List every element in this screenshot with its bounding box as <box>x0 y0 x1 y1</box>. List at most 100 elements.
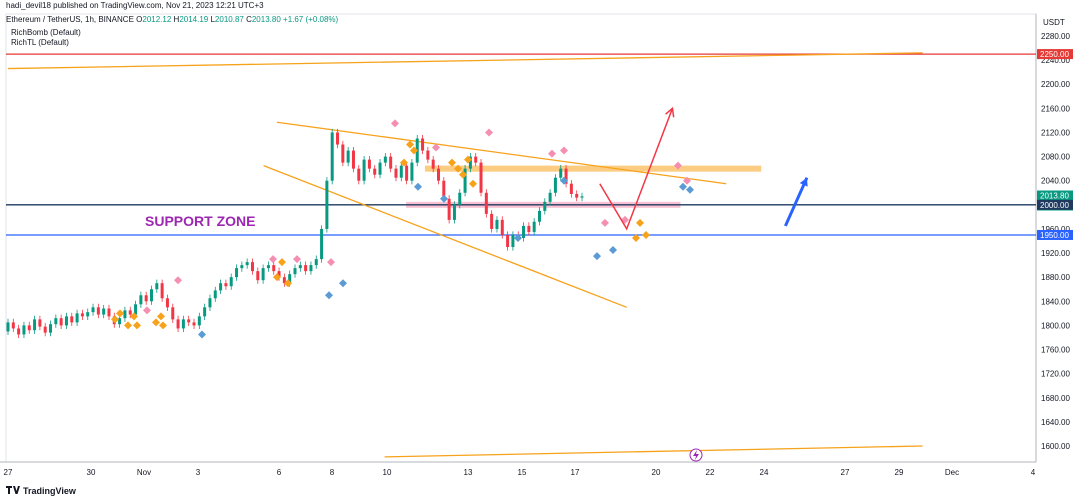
x-tick-label: 13 <box>464 468 473 477</box>
candle-body <box>213 290 217 299</box>
candle-body <box>203 307 207 317</box>
signal-diamond <box>198 330 206 339</box>
y-tick-label: 2200.00 <box>1041 80 1070 89</box>
price-label-text: 1950.00 <box>1040 231 1069 240</box>
candle-body <box>102 308 106 315</box>
signal-diamond <box>278 258 286 267</box>
candle-body <box>468 156 472 169</box>
candle-body <box>240 265 244 269</box>
signal-diamond <box>116 309 124 318</box>
price-label-box <box>1037 49 1073 60</box>
y-tick-label: 1920.00 <box>1041 249 1070 258</box>
trendline <box>263 165 627 308</box>
candle-body <box>187 319 191 323</box>
indicator-richbomb[interactable]: RichBomb (Default) <box>11 28 81 37</box>
candle-body <box>208 298 212 308</box>
change-value: +1.67 (+0.08%) <box>283 15 339 24</box>
signal-diamond <box>686 185 694 194</box>
signal-diamond <box>159 321 167 330</box>
candle-body <box>150 289 153 302</box>
signal-diamond <box>560 146 568 155</box>
candle-body <box>367 159 371 169</box>
candle-body <box>155 283 159 290</box>
x-tick-label: Dec <box>945 468 959 477</box>
arrowhead-red <box>665 106 675 118</box>
x-tick-label: 3 <box>196 468 201 477</box>
signal-diamond <box>414 182 422 191</box>
candle-body <box>245 262 249 266</box>
signal-diamond <box>133 321 141 330</box>
candle-body <box>511 234 515 248</box>
y-tick-label: 2240.00 <box>1041 56 1070 65</box>
y-tick-label: 1760.00 <box>1041 346 1070 355</box>
candle-body <box>107 308 111 317</box>
candle-body <box>442 180 446 199</box>
y-tick-label: 1840.00 <box>1041 297 1070 306</box>
tradingview-footer: TradingView <box>6 486 76 496</box>
candle-body <box>277 271 281 278</box>
candle-body <box>495 219 499 229</box>
price-label-text: 2250.00 <box>1040 50 1069 59</box>
signal-diamond <box>143 306 151 315</box>
signal-diamond <box>683 176 691 185</box>
candle-body <box>378 162 382 175</box>
candle-body <box>373 168 377 175</box>
signal-diamond <box>514 233 522 242</box>
trendline <box>7 52 923 70</box>
candle-body <box>527 225 531 232</box>
candle-body <box>548 192 552 202</box>
signal-diamond <box>273 273 281 282</box>
candle-body <box>70 316 74 323</box>
y-tick-label: 1680.00 <box>1041 394 1070 403</box>
x-tick-label: 22 <box>706 468 715 477</box>
candle-body <box>559 168 563 178</box>
projection-arrow-blue <box>784 177 809 227</box>
signal-diamond <box>400 158 408 167</box>
candle-body <box>463 168 467 193</box>
x-tick-label: 27 <box>841 468 850 477</box>
signal-diamond <box>174 276 182 285</box>
y-tick-label: 2080.00 <box>1041 153 1070 162</box>
candle-body <box>537 210 541 222</box>
candle-body <box>336 132 340 145</box>
candle-body <box>96 307 100 315</box>
signal-diamond <box>391 119 399 128</box>
x-tick-label: 15 <box>518 468 527 477</box>
candle-body <box>134 304 138 315</box>
lightning-icon-glyph <box>693 450 699 460</box>
candle-body <box>426 150 430 160</box>
candle-body <box>272 265 276 272</box>
price-label-box <box>1037 229 1073 240</box>
signal-diamond <box>124 321 132 330</box>
signal-diamond <box>609 246 617 255</box>
candle-body <box>484 192 488 214</box>
x-tick-label: 27 <box>4 468 13 477</box>
candle-body <box>80 313 84 317</box>
price-label-text: 2000.00 <box>1040 201 1069 210</box>
signal-diamond <box>111 315 119 324</box>
price-label-text: 2013.80 <box>1040 192 1069 201</box>
candle-body <box>314 259 318 266</box>
x-tick-label: 4 <box>1031 468 1036 477</box>
candle-body <box>43 326 47 333</box>
candle-body <box>431 159 435 169</box>
x-tick-label: 20 <box>652 468 661 477</box>
candle-body <box>54 318 58 325</box>
x-tick-label: 24 <box>760 468 769 477</box>
signal-diamond <box>548 149 556 158</box>
candle-body <box>219 283 223 291</box>
indicator-richtl[interactable]: RichTL (Default) <box>11 38 69 47</box>
tradingview-logo-icon <box>6 486 20 496</box>
y-tick-label: 2160.00 <box>1041 104 1070 113</box>
candle-body <box>362 159 366 181</box>
signal-diamond <box>269 255 277 264</box>
candle-body <box>320 228 324 260</box>
signal-diamond <box>560 176 568 185</box>
candle-body <box>580 196 584 198</box>
signal-diamond <box>674 161 682 170</box>
candle-body <box>421 138 425 151</box>
candle-body <box>139 295 143 305</box>
y-tick-label: 1640.00 <box>1041 418 1070 427</box>
high-value: 2014.19 <box>179 15 209 24</box>
